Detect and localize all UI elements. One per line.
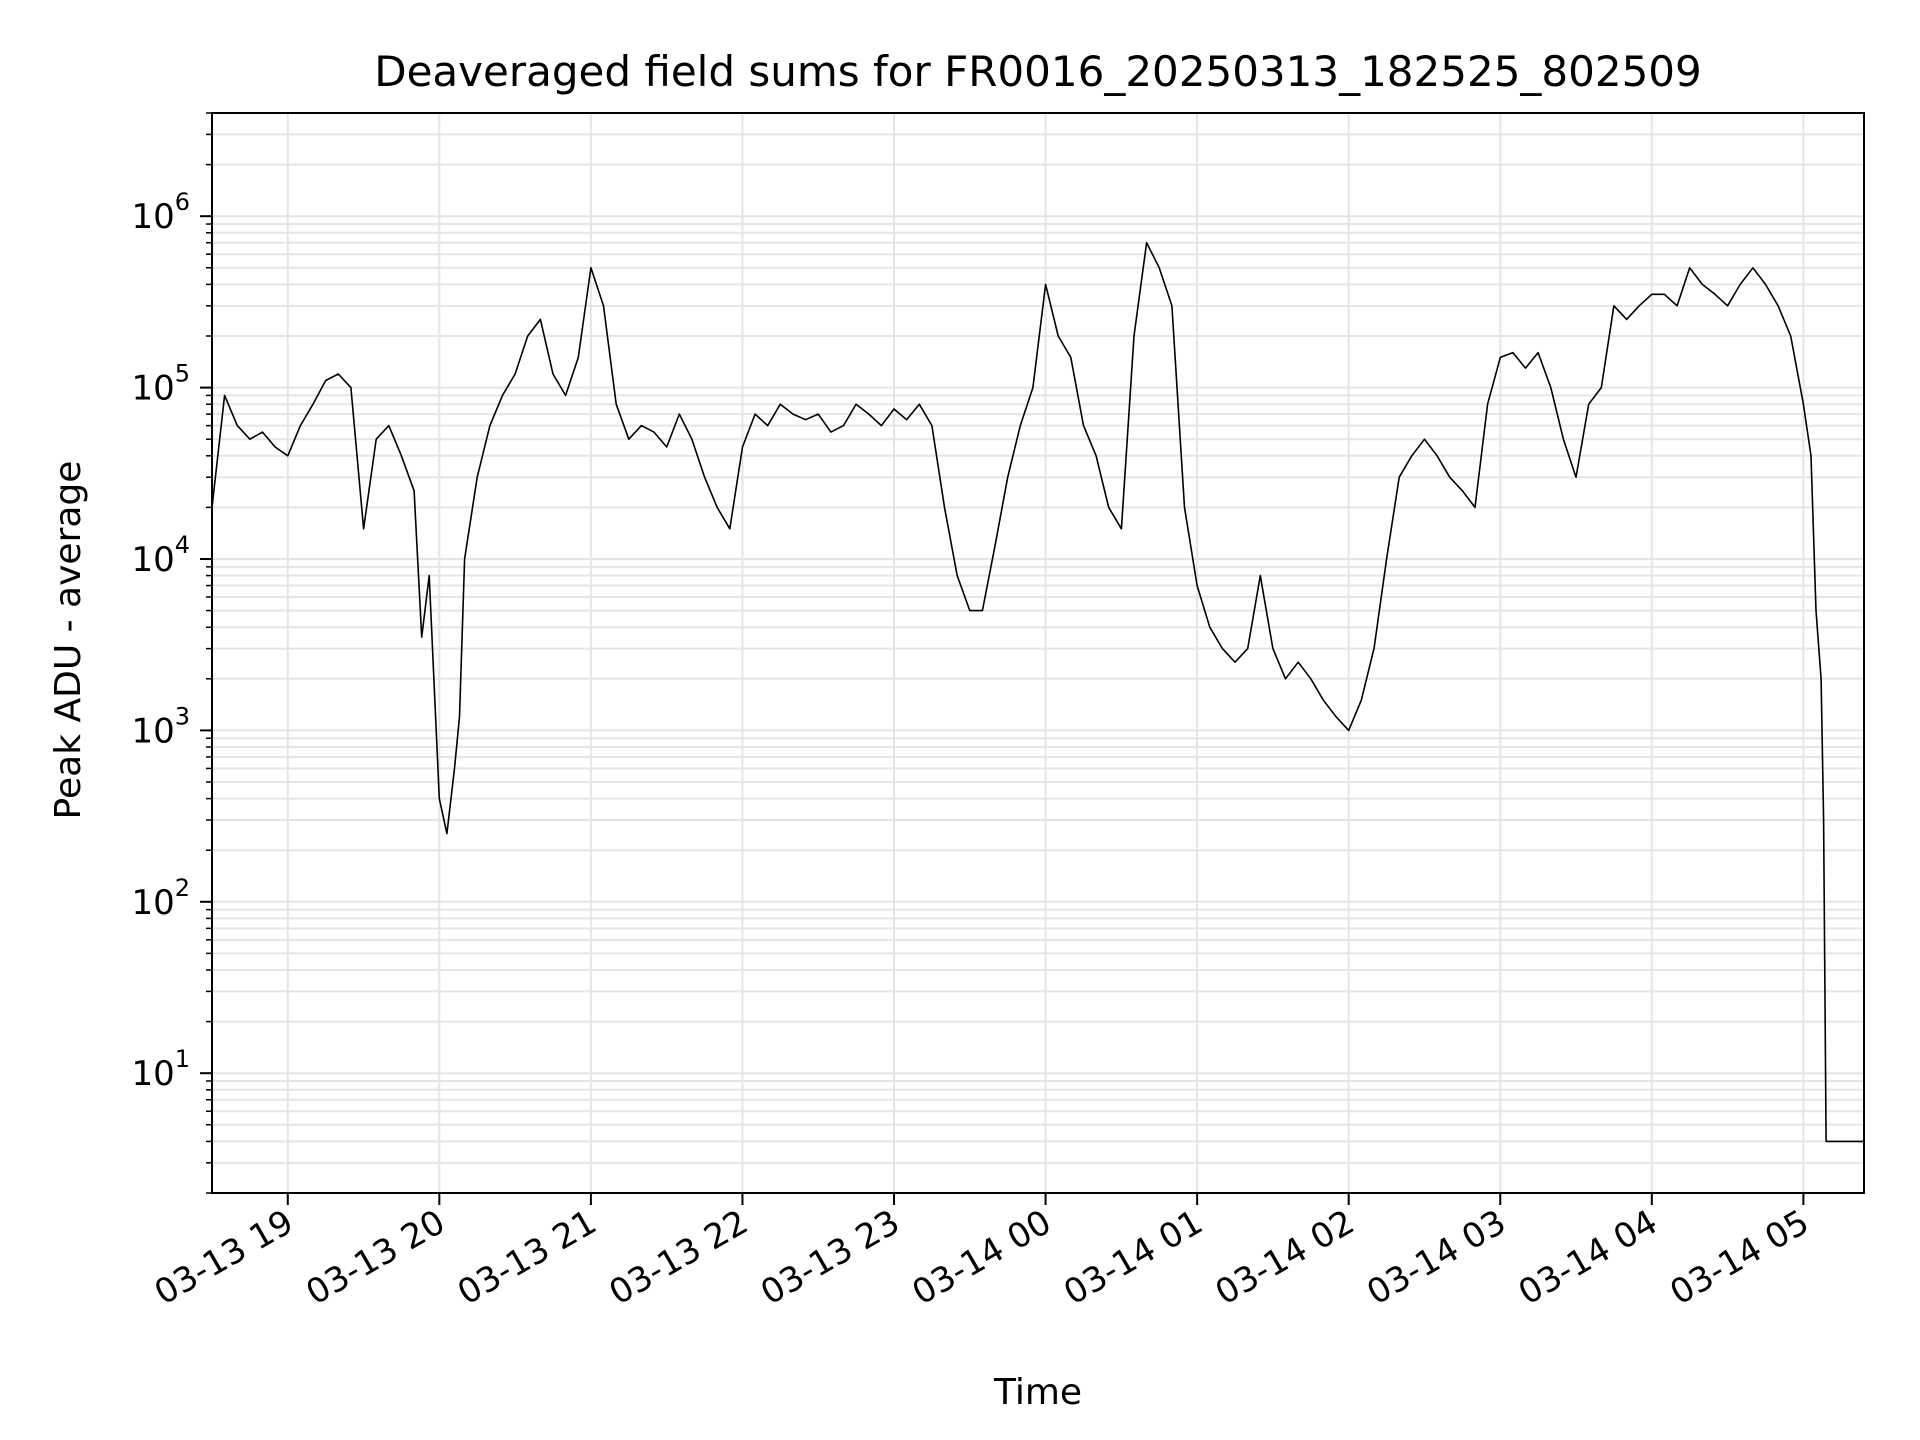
data-layer (211, 241, 1864, 1143)
chart-title: Deaveraged field sums for FR0016_2025031… (374, 47, 1702, 96)
y-tick-label: 101 (131, 1045, 190, 1094)
y-tick-label: 103 (131, 702, 190, 751)
y-tick-label: 106 (131, 188, 190, 237)
y-tick-label: 105 (131, 360, 190, 409)
y-tick-label: 102 (131, 874, 190, 923)
grid-layer (212, 112, 1864, 1194)
series-line (211, 241, 1864, 1143)
y-tick-label: 104 (131, 531, 190, 580)
y-axis-label: Peak ADU - average (48, 461, 89, 820)
x-axis-label: Time (993, 1372, 1082, 1413)
plot-frame (211, 112, 1865, 1194)
